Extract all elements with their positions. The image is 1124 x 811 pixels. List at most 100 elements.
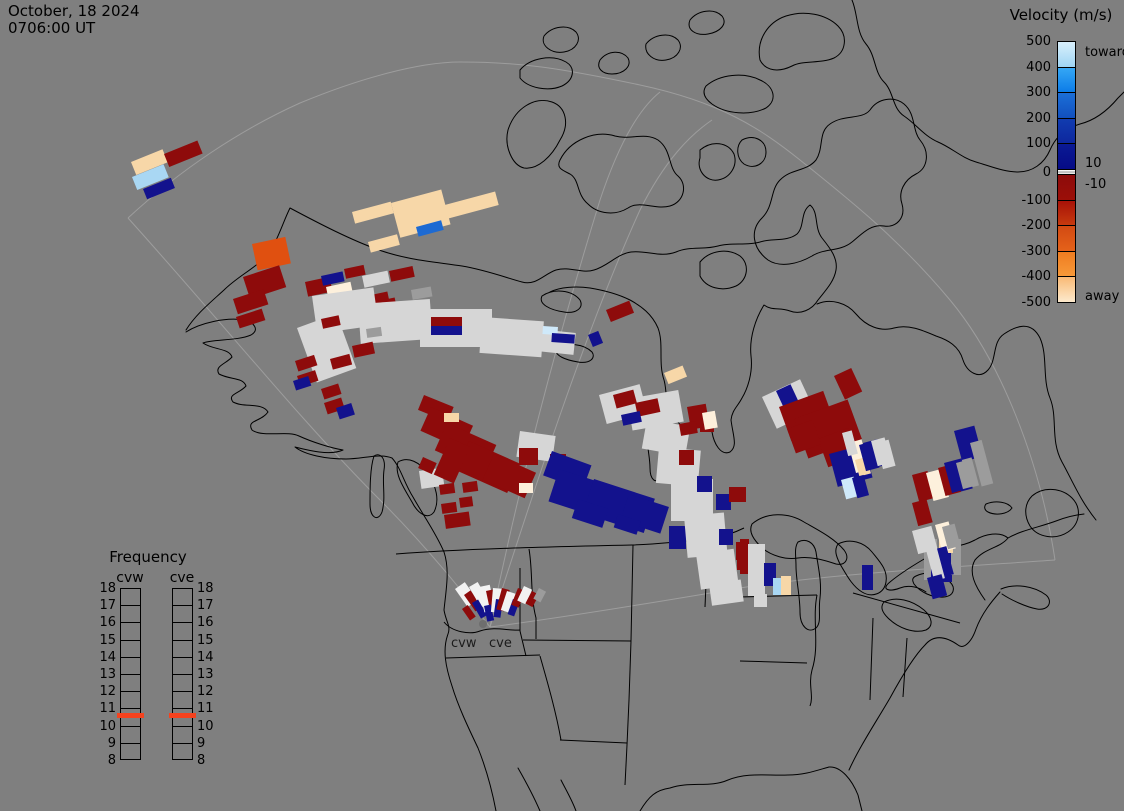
radar-site-dot: [479, 620, 487, 628]
velocity-cell: [321, 315, 341, 329]
frequency-scale-cell: [121, 744, 140, 761]
velocity-cell: [621, 411, 642, 426]
frequency-marker-cvw: [117, 713, 144, 719]
velocity-cell: [519, 448, 538, 465]
velocity-cell: [787, 419, 822, 454]
velocity-cell: [926, 547, 945, 581]
fov-outer-arc: [127, 61, 1056, 561]
coast-baja: [517, 767, 577, 811]
state-province-borders: [395, 527, 961, 786]
frequency-tick-label: 12: [197, 684, 214, 700]
frequency-scale-cvw: [120, 588, 141, 760]
velocity-cell: [366, 326, 383, 338]
banks-island: [506, 100, 567, 169]
frequency-scale-cell: [121, 675, 140, 693]
velocity-cell: [131, 149, 168, 175]
ellesmere-island: [758, 12, 845, 71]
velocity-cell: [411, 286, 433, 300]
frequency-tick-label: 14: [99, 649, 116, 665]
frequency-tick-label: 18: [99, 581, 116, 596]
frequency-tick-label: 18: [197, 581, 214, 596]
frequency-column-label-cve: cve: [169, 570, 195, 586]
devon-island: [703, 74, 774, 114]
queen-elizabeth-islands: [519, 10, 725, 90]
velocity-cell: [588, 330, 604, 348]
colorbar-segment: [1057, 66, 1076, 94]
colorbar-tick-label: 0: [1042, 164, 1051, 180]
frequency-column-label-cvw: cvw: [116, 570, 144, 586]
frequency-scale-cell: [121, 727, 140, 744]
velocity-cell: [842, 430, 858, 457]
radar-label-cve: cve: [489, 636, 512, 651]
frequency-scale-cell: [121, 623, 140, 641]
velocity-cell: [754, 594, 767, 607]
velocity-cell: [912, 525, 938, 555]
frequency-scale-cell: [173, 727, 192, 744]
frequency-scale-cell: [121, 658, 140, 675]
frequency-scale-cell: [173, 641, 192, 658]
velocity-cell: [729, 487, 746, 502]
frequency-scale-cell: [173, 744, 192, 761]
coastlines: [185, 0, 1124, 811]
velocity-cell: [679, 421, 698, 436]
velocity-cell: [336, 403, 355, 420]
velocity-data-cells: [131, 140, 994, 622]
velocity-cell: [533, 588, 547, 603]
velocity-cell: [462, 604, 476, 621]
velocity-cell: [441, 191, 499, 220]
velocity-cell: [606, 300, 635, 323]
colorbar-segment: [1057, 250, 1076, 278]
velocity-cell: [431, 326, 462, 335]
velocity-cell: [233, 289, 269, 315]
velocity-cell: [740, 539, 749, 574]
velocity-cell: [702, 410, 718, 430]
colorbar-segment: [1057, 92, 1076, 119]
coast-north-shore: [1007, 513, 1085, 539]
colorbar-tick-label: -400: [1021, 269, 1051, 285]
velocity-cell: [684, 512, 728, 558]
toward-label: toward: [1085, 45, 1124, 60]
velocity-cell: [748, 544, 765, 596]
velocity-cell: [551, 333, 575, 344]
velocity-cell: [444, 511, 471, 529]
frequency-scale-cell: [121, 641, 140, 658]
frequency-scale-cell: [121, 606, 140, 624]
colorbar-tick-label: -500: [1021, 295, 1051, 310]
greenland-coast: [851, 0, 1124, 173]
colorbar-segment: [1057, 199, 1076, 227]
threshold-neg-label: -10: [1085, 177, 1107, 192]
frequency-tick-label: 9: [107, 735, 116, 751]
velocity-cell: [571, 499, 609, 528]
velocity-cell: [696, 548, 739, 590]
haida-gwaii: [369, 454, 385, 519]
velocity-cell: [295, 354, 318, 372]
frequency-tick-label: 8: [197, 753, 206, 768]
colorbar-segment: [1057, 225, 1076, 252]
frequency-title: Frequency: [109, 548, 187, 566]
velocity-cell: [431, 317, 462, 326]
velocity-cell: [852, 474, 870, 499]
frequency-tick-label: 16: [99, 615, 116, 631]
velocity-cell: [834, 367, 863, 400]
colorbar-title: Velocity (m/s): [1009, 6, 1113, 24]
great-slave-lake: [555, 344, 594, 363]
colorbar-segment: [1057, 173, 1076, 201]
velocity-cell: [517, 586, 533, 605]
velocity-cell: [243, 265, 287, 299]
coast-labrador-ungava: [816, 300, 1097, 521]
frequency-panel: Frequency cvw 18 17 16 15 14 13 12 11 10 9 8 cve 18 17…: [88, 548, 228, 768]
velocity-cell: [352, 341, 376, 358]
lake-huron: [835, 540, 887, 596]
velocity-cell: [352, 201, 394, 224]
velocity-cell: [132, 164, 169, 190]
frequency-scale-cell: [121, 692, 140, 710]
colorbar-segment: [1057, 276, 1076, 303]
velocity-cell: [462, 480, 479, 493]
lake-erie: [881, 598, 932, 632]
velocity-cell: [635, 398, 661, 417]
colorbar-tick-label: 500: [1026, 34, 1051, 49]
frequency-tick-label: 8: [107, 753, 116, 768]
velocity-cell: [716, 494, 731, 510]
velocity-cell: [613, 514, 641, 535]
